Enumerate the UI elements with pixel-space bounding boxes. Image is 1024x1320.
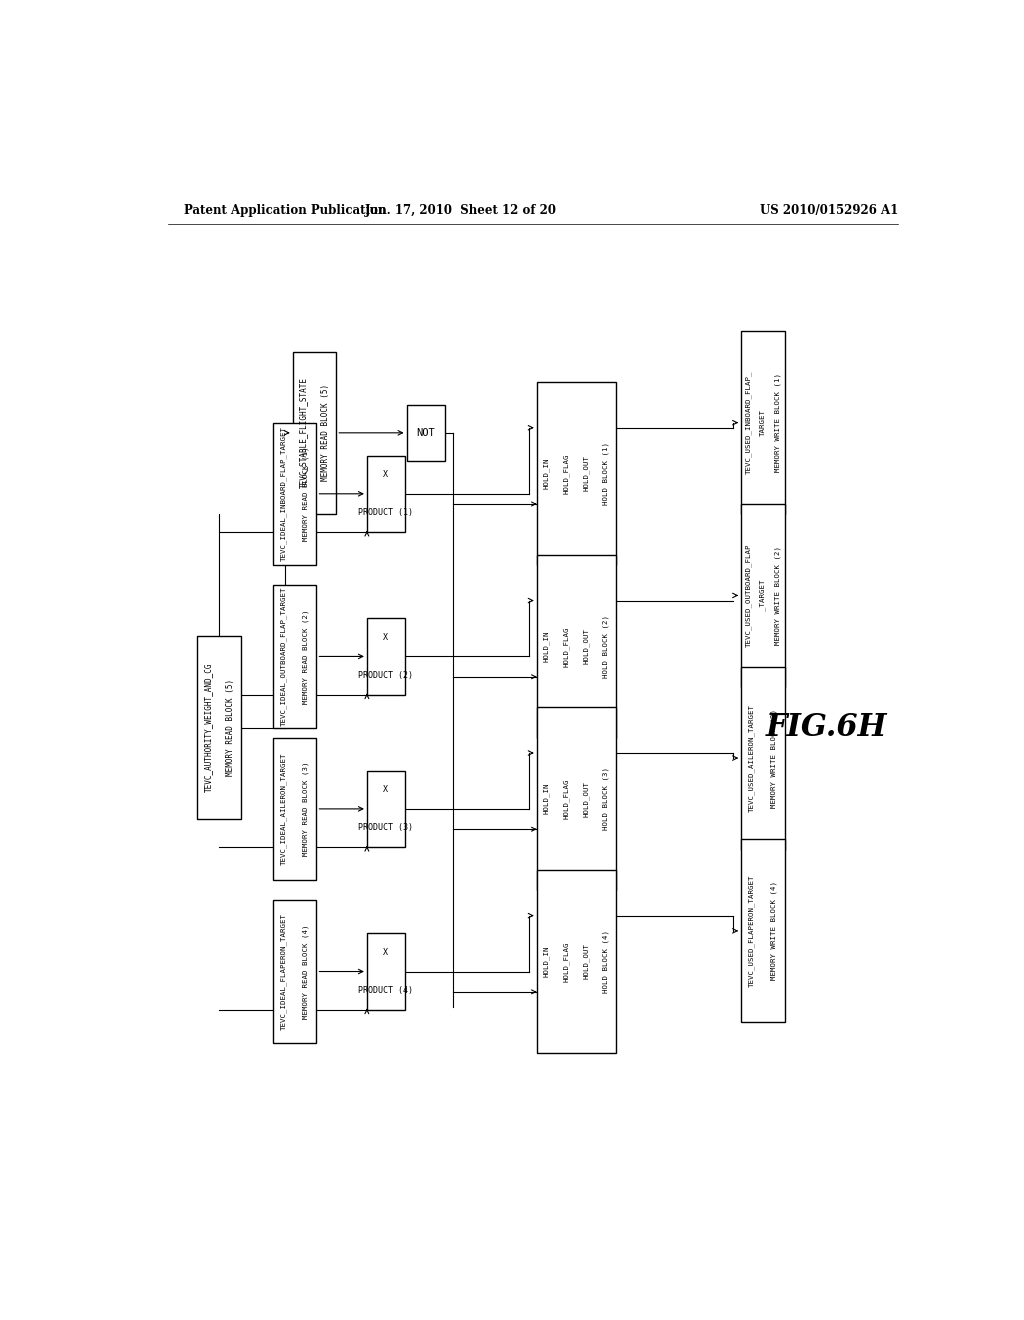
Text: HOLD_OUT: HOLD_OUT xyxy=(583,455,590,491)
Text: HOLD_IN: HOLD_IN xyxy=(544,631,550,663)
Text: PRODUCT (4): PRODUCT (4) xyxy=(358,986,414,995)
Text: X: X xyxy=(383,785,388,795)
Text: HOLD_OUT: HOLD_OUT xyxy=(583,780,590,817)
Text: HOLD_FLAG: HOLD_FLAG xyxy=(563,626,569,667)
Bar xyxy=(272,738,316,880)
Bar xyxy=(272,585,316,727)
Bar xyxy=(741,504,784,686)
Text: _TARGET: _TARGET xyxy=(760,579,766,611)
Bar xyxy=(537,870,616,1053)
Text: TEVC_USED_AILERON_TARGET: TEVC_USED_AILERON_TARGET xyxy=(749,704,756,812)
Text: MEMORY READ BLOCK (1): MEMORY READ BLOCK (1) xyxy=(302,446,309,541)
Bar xyxy=(407,405,444,461)
Text: HOLD_FLAG: HOLD_FLAG xyxy=(563,779,569,818)
Bar xyxy=(367,618,404,694)
Text: US 2010/0152926 A1: US 2010/0152926 A1 xyxy=(760,205,898,216)
Bar xyxy=(367,933,404,1010)
Text: FIG.6H: FIG.6H xyxy=(766,711,887,743)
Text: NOT: NOT xyxy=(416,428,435,438)
Text: Patent Application Publication: Patent Application Publication xyxy=(183,205,386,216)
Text: TEVC_USED_INBOARD_FLAP_: TEVC_USED_INBOARD_FLAP_ xyxy=(745,371,752,474)
Bar xyxy=(367,455,404,532)
Text: HOLD_IN: HOLD_IN xyxy=(544,458,550,490)
Text: HOLD_IN: HOLD_IN xyxy=(544,783,550,814)
Text: TEVC_USED_FLAPERON_TARGET: TEVC_USED_FLAPERON_TARGET xyxy=(749,875,756,987)
Text: HOLD_OUT: HOLD_OUT xyxy=(583,944,590,979)
Text: MEMORY WRITE BLOCK (2): MEMORY WRITE BLOCK (2) xyxy=(774,546,780,645)
Bar xyxy=(537,381,616,565)
Text: TEVC_STABLE_FLIGHT_STATE: TEVC_STABLE_FLIGHT_STATE xyxy=(299,378,308,488)
Text: X: X xyxy=(383,470,388,479)
Text: PRODUCT (2): PRODUCT (2) xyxy=(358,671,414,680)
Text: HOLD_OUT: HOLD_OUT xyxy=(583,628,590,664)
Text: MEMORY READ BLOCK (5): MEMORY READ BLOCK (5) xyxy=(321,384,330,482)
Text: MEMORY READ BLOCK (5): MEMORY READ BLOCK (5) xyxy=(225,678,234,776)
Text: TEVC_IDEAL_FLAPERON_TARGET: TEVC_IDEAL_FLAPERON_TARGET xyxy=(281,913,287,1030)
Text: X: X xyxy=(383,948,388,957)
Text: TARGET: TARGET xyxy=(760,409,766,436)
Text: MEMORY WRITE BLOCK (1): MEMORY WRITE BLOCK (1) xyxy=(774,374,780,473)
Text: HOLD BLOCK (2): HOLD BLOCK (2) xyxy=(603,615,609,677)
Text: TEVC_IDEAL_INBOARD_FLAP_TARGET: TEVC_IDEAL_INBOARD_FLAP_TARGET xyxy=(281,426,287,561)
Bar xyxy=(367,771,404,847)
Text: HOLD_IN: HOLD_IN xyxy=(544,945,550,977)
Text: PRODUCT (1): PRODUCT (1) xyxy=(358,508,414,517)
Text: MEMORY WRITE BLOCK (4): MEMORY WRITE BLOCK (4) xyxy=(770,882,777,981)
Text: MEMORY WRITE BLOCK (3): MEMORY WRITE BLOCK (3) xyxy=(770,709,777,808)
Bar xyxy=(741,667,784,850)
Text: HOLD_FLAG: HOLD_FLAG xyxy=(563,941,569,982)
Text: X: X xyxy=(383,632,388,642)
Text: MEMORY READ BLOCK (4): MEMORY READ BLOCK (4) xyxy=(302,924,309,1019)
Text: Jun. 17, 2010  Sheet 12 of 20: Jun. 17, 2010 Sheet 12 of 20 xyxy=(366,205,557,216)
Text: TEVC_USED_OUTBOARD_FLAP: TEVC_USED_OUTBOARD_FLAP xyxy=(745,544,752,647)
Bar xyxy=(741,840,784,1022)
Text: MEMORY READ BLOCK (3): MEMORY READ BLOCK (3) xyxy=(302,762,309,857)
Text: HOLD_FLAG: HOLD_FLAG xyxy=(563,453,569,494)
Text: HOLD BLOCK (3): HOLD BLOCK (3) xyxy=(603,767,609,830)
Text: MEMORY READ BLOCK (2): MEMORY READ BLOCK (2) xyxy=(302,610,309,704)
Text: TEVC_IDEAL_OUTBOARD_FLAP_TARGET: TEVC_IDEAL_OUTBOARD_FLAP_TARGET xyxy=(281,586,287,726)
Text: HOLD BLOCK (4): HOLD BLOCK (4) xyxy=(603,929,609,993)
Bar xyxy=(537,554,616,738)
Bar xyxy=(537,708,616,890)
Text: PRODUCT (3): PRODUCT (3) xyxy=(358,824,414,833)
Text: TEVC_AUTHORITY_WEIGHT_AND_CG: TEVC_AUTHORITY_WEIGHT_AND_CG xyxy=(204,663,213,792)
Text: HOLD BLOCK (1): HOLD BLOCK (1) xyxy=(603,442,609,506)
Bar xyxy=(293,351,336,515)
Bar xyxy=(198,636,241,818)
Bar xyxy=(272,900,316,1043)
Text: TEVC_IDEAL_AILERON_TARGET: TEVC_IDEAL_AILERON_TARGET xyxy=(281,752,287,865)
Bar xyxy=(741,331,784,515)
Bar xyxy=(272,422,316,565)
